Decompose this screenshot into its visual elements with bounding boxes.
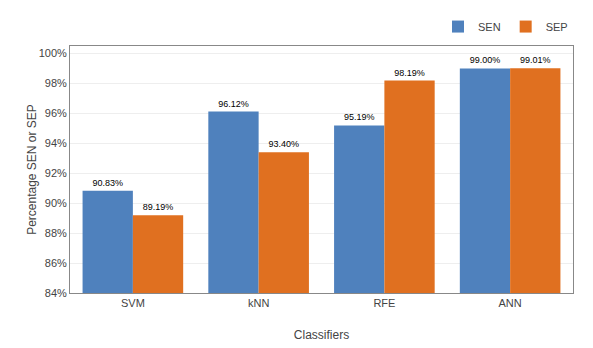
svg-text:94%: 94% — [45, 137, 67, 149]
svg-text:SVM: SVM — [121, 297, 145, 309]
svg-text:96%: 96% — [45, 107, 67, 119]
svg-text:ANN: ANN — [499, 297, 522, 309]
svg-text:90%: 90% — [45, 197, 67, 209]
svg-text:100%: 100% — [39, 47, 67, 59]
svg-text:93.40%: 93.40% — [269, 139, 300, 149]
svg-text:Percentage SEN or SEP: Percentage SEN or SEP — [25, 104, 39, 235]
svg-text:90.83%: 90.83% — [92, 178, 123, 188]
svg-text:99.00%: 99.00% — [470, 55, 501, 65]
svg-text:89.19%: 89.19% — [143, 202, 174, 212]
svg-text:RFE: RFE — [373, 297, 395, 309]
svg-text:SEN: SEN — [478, 21, 501, 33]
svg-text:88%: 88% — [45, 227, 67, 239]
svg-text:92%: 92% — [45, 167, 67, 179]
svg-text:kNN: kNN — [248, 297, 269, 309]
svg-text:95.19%: 95.19% — [344, 112, 375, 122]
svg-text:Classifiers: Classifiers — [294, 328, 349, 342]
svg-text:98%: 98% — [45, 77, 67, 89]
svg-text:86%: 86% — [45, 257, 67, 269]
svg-text:98.19%: 98.19% — [394, 68, 425, 78]
svg-text:SEP: SEP — [546, 21, 568, 33]
svg-text:96.12%: 96.12% — [218, 99, 249, 109]
svg-text:84%: 84% — [45, 287, 67, 299]
svg-text:99.01%: 99.01% — [520, 55, 551, 65]
